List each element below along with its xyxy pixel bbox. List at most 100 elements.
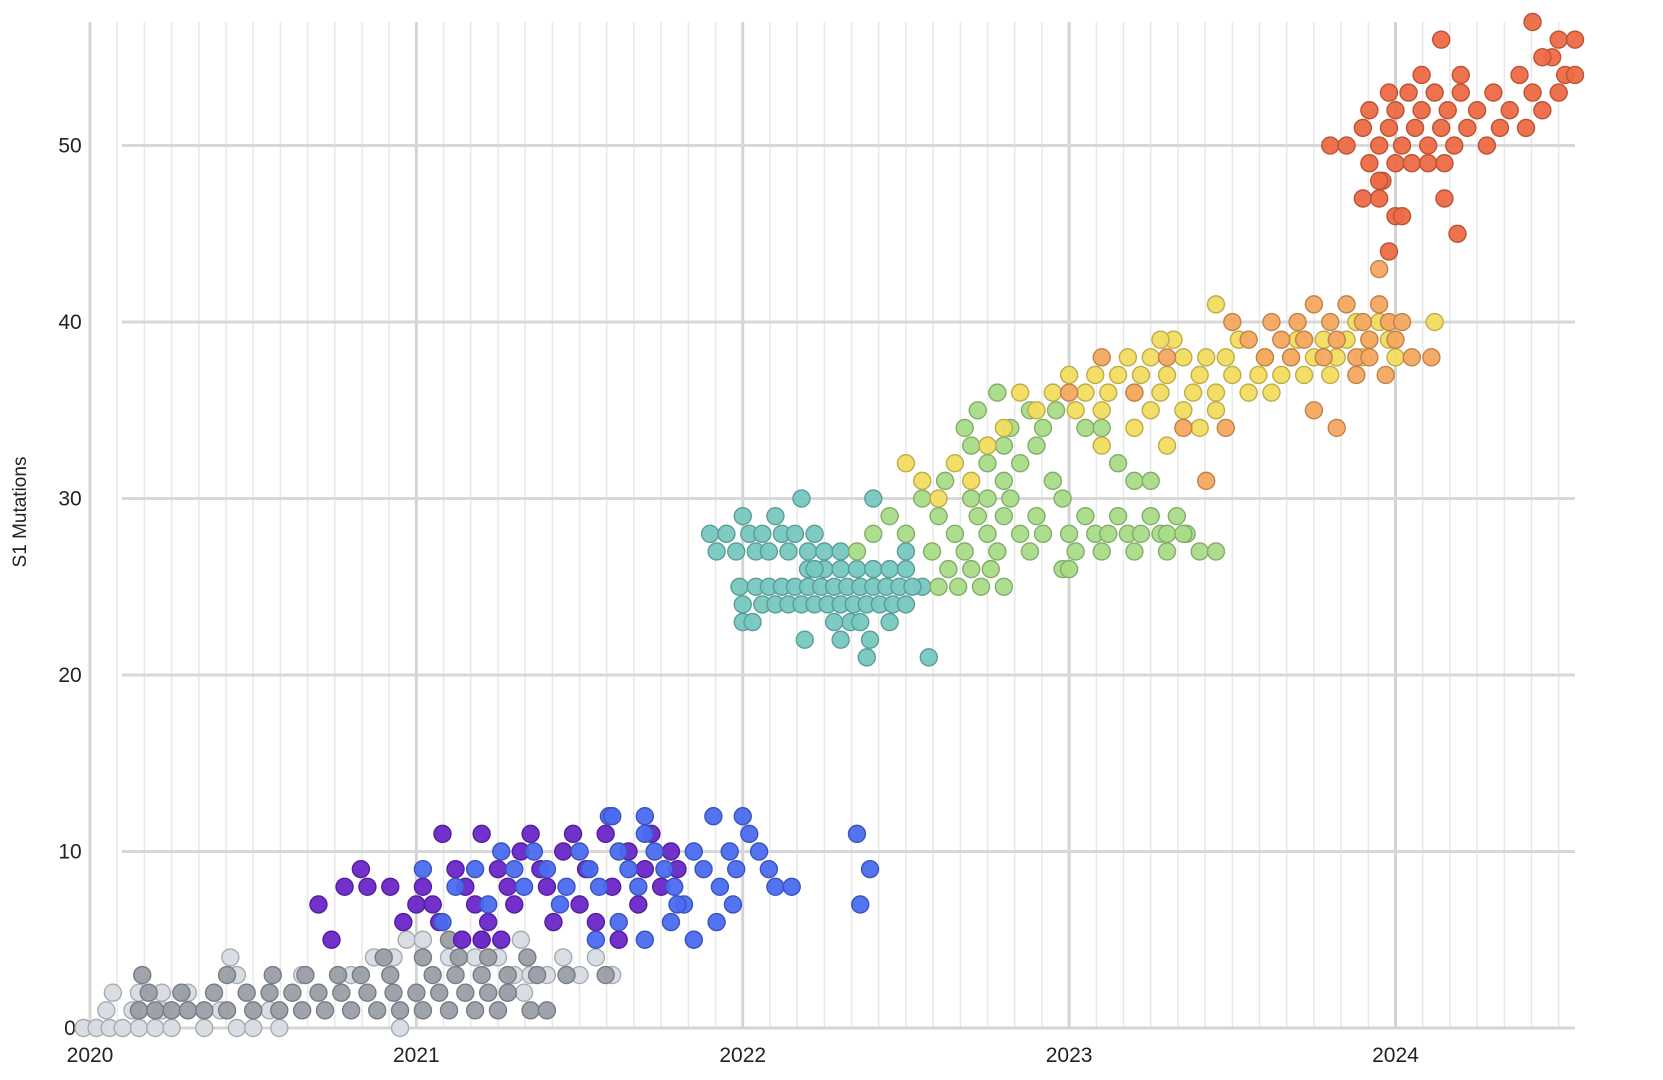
data-point[interactable] bbox=[1206, 401, 1226, 420]
data-point[interactable] bbox=[413, 930, 433, 949]
data-point[interactable] bbox=[609, 930, 628, 949]
data-point[interactable] bbox=[488, 859, 508, 879]
data-point[interactable] bbox=[1010, 383, 1030, 402]
data-point[interactable] bbox=[1167, 506, 1187, 526]
data-point[interactable] bbox=[1379, 242, 1399, 261]
data-point[interactable] bbox=[1099, 383, 1118, 402]
data-point[interactable] bbox=[505, 895, 524, 914]
data-point[interactable] bbox=[1412, 65, 1431, 85]
data-point[interactable] bbox=[260, 983, 279, 1002]
data-point[interactable] bbox=[554, 948, 573, 967]
data-point[interactable] bbox=[472, 965, 491, 985]
data-point[interactable] bbox=[1353, 118, 1373, 138]
data-point[interactable] bbox=[896, 559, 916, 579]
data-point[interactable] bbox=[609, 842, 628, 861]
data-point[interactable] bbox=[270, 1018, 289, 1038]
data-point[interactable] bbox=[945, 524, 965, 544]
data-point[interactable] bbox=[847, 559, 867, 579]
data-point[interactable] bbox=[655, 859, 674, 879]
data-point[interactable] bbox=[749, 842, 769, 861]
data-point[interactable] bbox=[1092, 418, 1111, 438]
data-point[interactable] bbox=[478, 948, 498, 967]
data-point[interactable] bbox=[759, 859, 779, 879]
data-point[interactable] bbox=[557, 877, 576, 897]
data-point[interactable] bbox=[988, 542, 1007, 561]
data-point[interactable] bbox=[962, 436, 981, 455]
data-point[interactable] bbox=[423, 965, 442, 985]
data-point[interactable] bbox=[727, 859, 746, 879]
data-point[interactable] bbox=[733, 595, 752, 614]
data-point[interactable] bbox=[328, 965, 348, 985]
data-point[interactable] bbox=[1422, 348, 1441, 367]
data-point[interactable] bbox=[537, 877, 557, 897]
data-point[interactable] bbox=[1435, 153, 1454, 173]
data-point[interactable] bbox=[700, 524, 720, 544]
data-point[interactable] bbox=[322, 930, 341, 949]
data-point[interactable] bbox=[570, 895, 589, 914]
data-point[interactable] bbox=[1131, 524, 1151, 544]
data-point[interactable] bbox=[1020, 542, 1040, 561]
data-point[interactable] bbox=[368, 1001, 387, 1020]
data-point[interactable] bbox=[1262, 312, 1281, 332]
data-point[interactable] bbox=[1477, 136, 1497, 155]
data-point[interactable] bbox=[586, 948, 606, 967]
data-point[interactable] bbox=[139, 983, 158, 1002]
data-point[interactable] bbox=[580, 859, 599, 879]
data-point[interactable] bbox=[478, 912, 498, 932]
data-point[interactable] bbox=[146, 1018, 165, 1038]
data-point[interactable] bbox=[1027, 436, 1046, 455]
data-point[interactable] bbox=[733, 807, 752, 826]
data-point[interactable] bbox=[413, 948, 433, 967]
data-point[interactable] bbox=[315, 1001, 335, 1020]
data-point[interactable] bbox=[1360, 153, 1379, 173]
data-point[interactable] bbox=[596, 965, 615, 985]
data-point[interactable] bbox=[1108, 365, 1128, 385]
data-point[interactable] bbox=[1500, 101, 1519, 120]
data-point[interactable] bbox=[1190, 418, 1209, 438]
data-point[interactable] bbox=[635, 930, 655, 949]
data-point[interactable] bbox=[795, 630, 814, 649]
data-point[interactable] bbox=[1288, 312, 1307, 332]
data-point[interactable] bbox=[351, 859, 371, 879]
data-point[interactable] bbox=[913, 489, 932, 508]
data-point[interactable] bbox=[1484, 83, 1503, 102]
data-point[interactable] bbox=[521, 824, 540, 844]
data-point[interactable] bbox=[204, 983, 224, 1002]
data-point[interactable] bbox=[195, 1001, 214, 1020]
data-point[interactable] bbox=[668, 895, 687, 914]
data-point[interactable] bbox=[1157, 524, 1177, 544]
data-point[interactable] bbox=[1157, 542, 1177, 561]
data-point[interactable] bbox=[518, 948, 537, 967]
data-point[interactable] bbox=[978, 489, 997, 508]
data-point[interactable] bbox=[968, 401, 987, 420]
data-point[interactable] bbox=[1033, 418, 1053, 438]
data-point[interactable] bbox=[472, 824, 491, 844]
data-point[interactable] bbox=[962, 489, 981, 508]
data-point[interactable] bbox=[978, 454, 997, 473]
data-point[interactable] bbox=[815, 542, 834, 561]
data-point[interactable] bbox=[1321, 136, 1340, 155]
data-point[interactable] bbox=[103, 983, 123, 1002]
data-point[interactable] bbox=[1549, 30, 1568, 49]
data-point[interactable] bbox=[1190, 542, 1209, 561]
data-point[interactable] bbox=[243, 1001, 263, 1020]
data-point[interactable] bbox=[1337, 136, 1356, 155]
data-point[interactable] bbox=[381, 877, 400, 897]
data-point[interactable] bbox=[537, 859, 557, 879]
data-point[interactable] bbox=[740, 824, 759, 844]
data-point[interactable] bbox=[423, 895, 442, 914]
data-point[interactable] bbox=[351, 965, 371, 985]
data-point[interactable] bbox=[129, 1018, 149, 1038]
data-point[interactable] bbox=[374, 948, 393, 967]
data-point[interactable] bbox=[1327, 418, 1346, 438]
data-point[interactable] bbox=[896, 542, 916, 561]
data-point[interactable] bbox=[397, 930, 416, 949]
data-point[interactable] bbox=[635, 859, 655, 879]
data-point[interactable] bbox=[1294, 330, 1314, 349]
data-point[interactable] bbox=[1001, 489, 1020, 508]
data-point[interactable] bbox=[1438, 101, 1457, 120]
data-point[interactable] bbox=[1174, 524, 1193, 544]
data-point[interactable] bbox=[1321, 312, 1340, 332]
data-point[interactable] bbox=[384, 983, 403, 1002]
data-point[interactable] bbox=[733, 506, 752, 526]
